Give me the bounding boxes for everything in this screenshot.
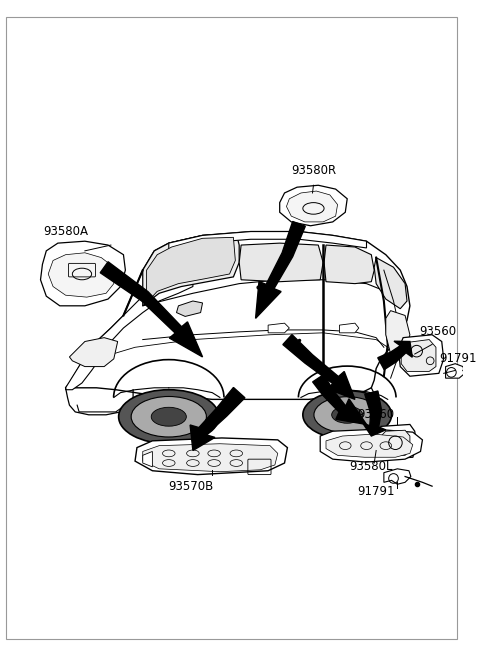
- Polygon shape: [40, 241, 125, 306]
- Polygon shape: [66, 232, 410, 400]
- Polygon shape: [378, 341, 412, 369]
- Text: 93580L: 93580L: [349, 461, 393, 474]
- Polygon shape: [100, 262, 203, 357]
- Polygon shape: [362, 391, 386, 436]
- Polygon shape: [445, 363, 465, 378]
- Text: 93580R: 93580R: [291, 164, 336, 177]
- Polygon shape: [135, 438, 288, 474]
- Ellipse shape: [303, 391, 392, 439]
- Text: 93580A: 93580A: [43, 225, 88, 238]
- Polygon shape: [143, 443, 278, 472]
- Text: 93570B: 93570B: [168, 480, 214, 493]
- Polygon shape: [239, 243, 323, 281]
- Polygon shape: [326, 434, 413, 457]
- Polygon shape: [146, 237, 235, 303]
- Polygon shape: [374, 258, 407, 309]
- Ellipse shape: [131, 396, 206, 437]
- Polygon shape: [268, 323, 289, 333]
- Polygon shape: [190, 388, 245, 451]
- Polygon shape: [381, 430, 410, 455]
- Polygon shape: [48, 253, 114, 297]
- Polygon shape: [280, 185, 347, 226]
- Ellipse shape: [151, 407, 186, 426]
- Polygon shape: [384, 469, 411, 484]
- Ellipse shape: [314, 397, 381, 433]
- Ellipse shape: [332, 406, 363, 423]
- Polygon shape: [320, 429, 422, 462]
- Polygon shape: [169, 232, 367, 251]
- Polygon shape: [70, 338, 118, 367]
- Polygon shape: [398, 335, 444, 377]
- Polygon shape: [255, 222, 305, 318]
- Text: 91791: 91791: [439, 352, 476, 365]
- Text: 93560: 93560: [358, 408, 395, 421]
- Polygon shape: [177, 301, 203, 316]
- Polygon shape: [386, 311, 410, 354]
- Polygon shape: [376, 424, 417, 459]
- Polygon shape: [339, 323, 359, 333]
- Polygon shape: [283, 335, 355, 400]
- Polygon shape: [66, 277, 193, 390]
- Polygon shape: [401, 340, 436, 371]
- Polygon shape: [324, 245, 374, 283]
- Text: 91791: 91791: [358, 485, 395, 499]
- Polygon shape: [143, 451, 152, 467]
- Polygon shape: [287, 191, 337, 222]
- Text: 93560: 93560: [420, 325, 456, 338]
- Polygon shape: [312, 375, 367, 424]
- Polygon shape: [143, 234, 239, 306]
- Ellipse shape: [119, 390, 219, 443]
